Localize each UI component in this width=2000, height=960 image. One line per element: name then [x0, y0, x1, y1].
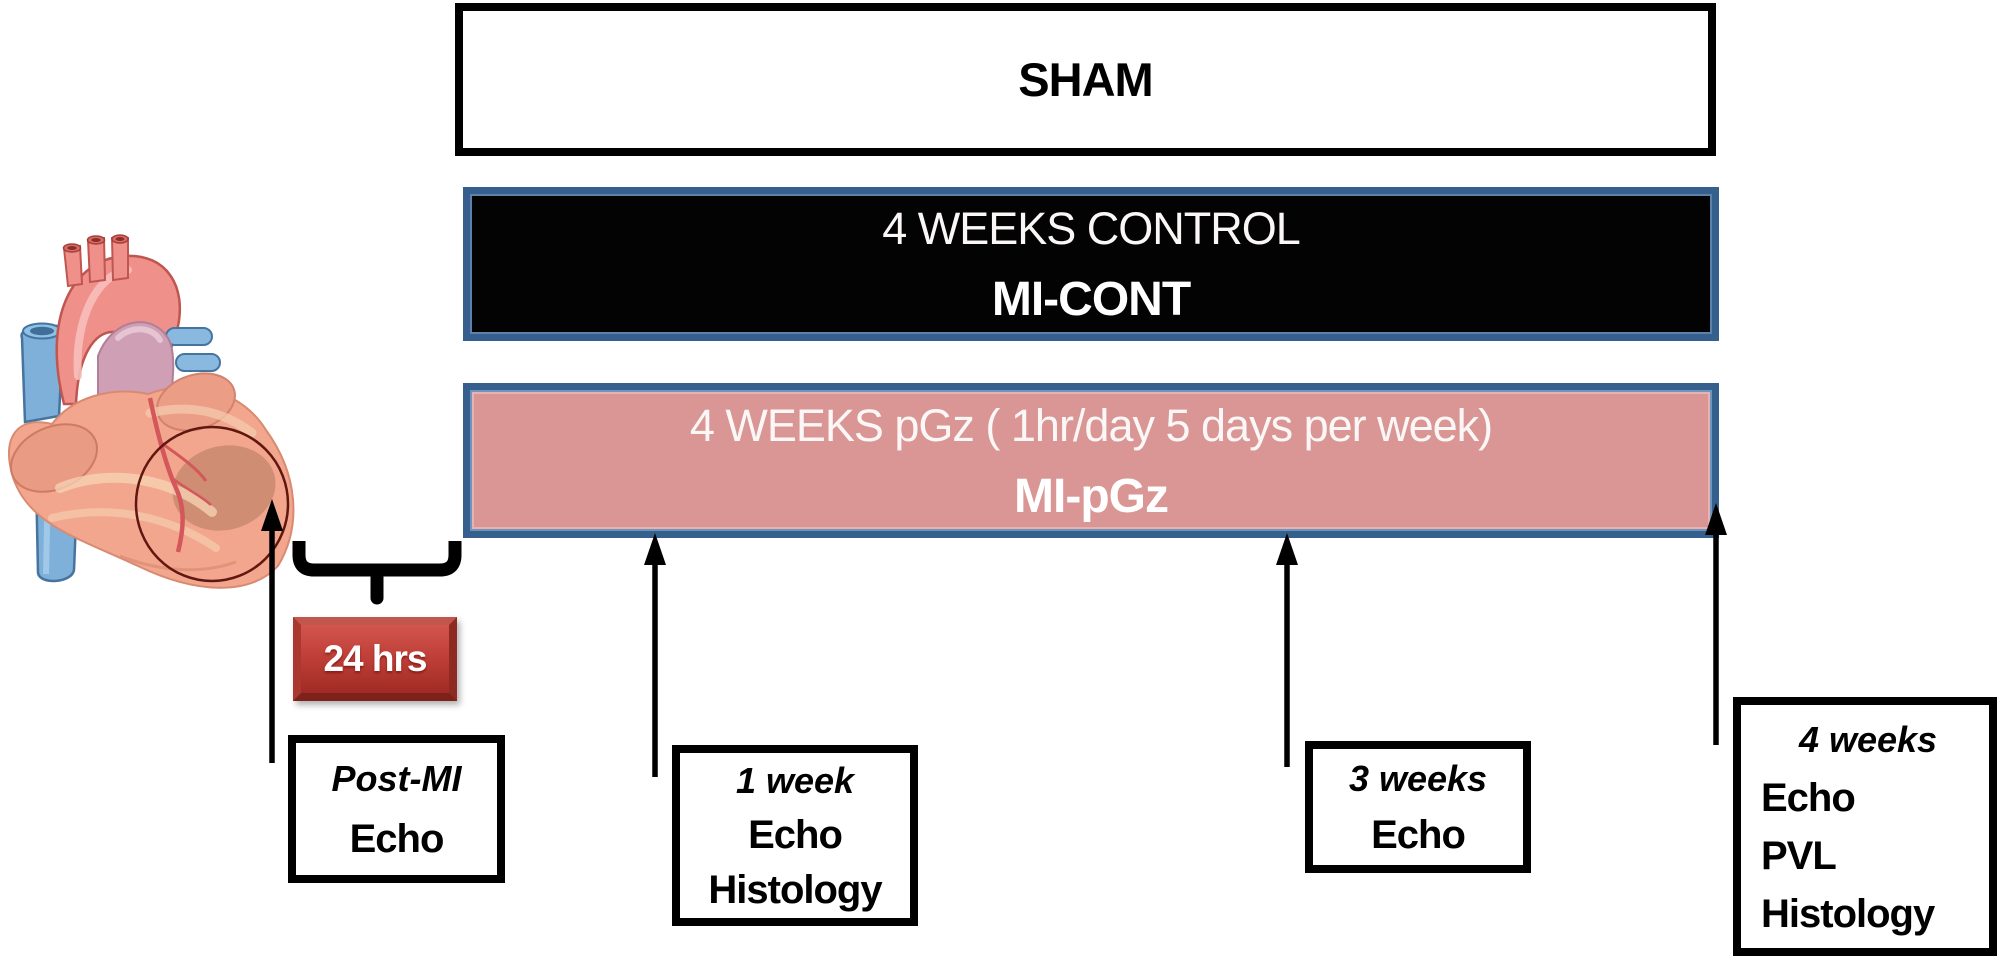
- up-arrow-1-week-icon: [644, 533, 666, 777]
- pulmonary-vein-stubs: [165, 327, 221, 372]
- mi-cont-name-label: MI-CONT: [991, 273, 1191, 326]
- timepoint-box-post-mi: Post-MI Echo: [288, 735, 505, 883]
- heart-illustration-icon: [8, 234, 295, 589]
- mi-cont-duration-label: 4 WEEKS CONTROL: [882, 203, 1301, 254]
- group-bar-mi-pgz: 4 WEEKS pGz ( 1hr/day 5 days per week) M…: [463, 383, 1719, 538]
- up-arrow-3-weeks-icon: [1276, 533, 1298, 767]
- weeks4-histology-label: Histology: [1761, 891, 1935, 936]
- down-curly-bracket-icon: [292, 541, 462, 605]
- weeks3-time-label: 3 weeks: [1348, 758, 1488, 799]
- group-bar-sham: SHAM: [455, 3, 1716, 156]
- post-mi-time-label: Post-MI: [331, 758, 462, 799]
- sham-label: SHAM: [1018, 53, 1153, 106]
- week1-time-label: 1 week: [735, 760, 855, 801]
- mi-pgz-name-label: MI-pGz: [1014, 469, 1169, 523]
- weeks4-pvl-label: PVL: [1761, 833, 1837, 878]
- timepoint-box-3-weeks: 3 weeks Echo: [1305, 741, 1531, 873]
- infarct-circle-annotation-icon: [134, 425, 290, 583]
- mi-pgz-duration-label: 4 WEEKS pGz ( 1hr/day 5 days per week): [689, 399, 1493, 451]
- up-arrow-4-weeks-icon: [1705, 503, 1727, 745]
- week1-histology-label: Histology: [708, 868, 882, 912]
- weeks4-echo-label: Echo: [1761, 775, 1856, 820]
- post-mi-echo-label: Echo: [349, 817, 445, 861]
- timepoint-box-1-week: 1 week Echo Histology: [672, 745, 918, 926]
- timepoint-box-4-weeks: 4 weeks Echo PVL Histology: [1733, 697, 1997, 956]
- week1-echo-label: Echo: [748, 813, 843, 857]
- interval-badge-label: 24 hrs: [323, 638, 427, 679]
- heart-body: [8, 372, 295, 589]
- interval-badge-24hrs: 24 hrs: [293, 617, 457, 701]
- weeks3-echo-label: Echo: [1371, 813, 1466, 857]
- weeks4-time-label: 4 weeks: [1798, 718, 1938, 760]
- group-bar-mi-cont: 4 WEEKS CONTROL MI-CONT: [463, 187, 1719, 341]
- superior-vena-cava-vessel: [20, 322, 65, 424]
- infarct-region: [172, 445, 276, 531]
